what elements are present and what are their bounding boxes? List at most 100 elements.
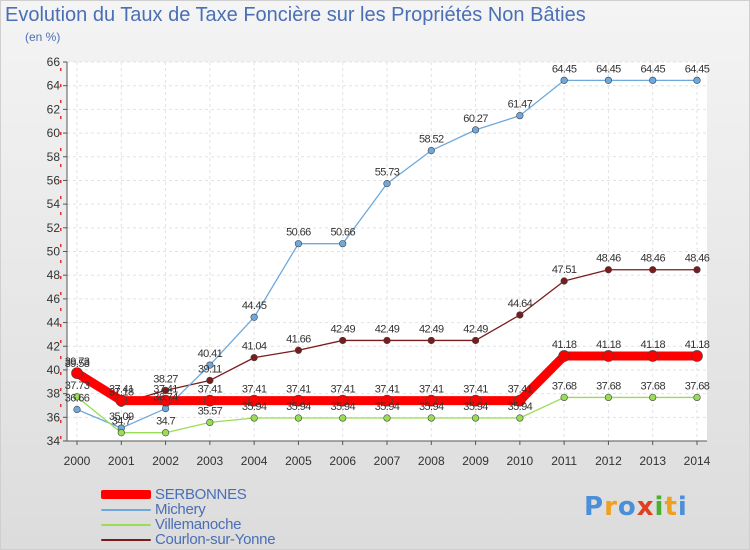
data-label: 64.45 [596,63,621,75]
data-label: 41.18 [596,339,621,351]
x-tick-label: 2008 [418,454,445,468]
axis-marker [60,276,62,279]
legend-item-michery: Michery [101,502,275,517]
x-tick-label: 2005 [285,454,312,468]
axis-marker [60,388,62,391]
logo-letter: P [584,492,605,522]
data-point [383,414,391,422]
data-point [339,414,347,422]
data-point [248,394,260,407]
proxiti-logo: Proxiti [584,492,688,522]
axis-marker [60,244,62,247]
y-tick-label: 58 [47,150,61,164]
data-point [691,350,703,362]
y-tick-label: 62 [47,102,61,116]
legend-label-villemanoche: Villemanoche [155,516,242,533]
y-tick-label: 60 [47,126,61,140]
data-label: 44.45 [242,300,267,312]
data-point [204,394,216,407]
axis-marker [60,148,62,151]
axis-marker [60,308,62,311]
data-label: 64.45 [685,63,710,75]
data-label: 35.94 [419,401,444,413]
data-label: 41.18 [552,339,577,351]
data-label: 37.41 [508,384,533,396]
data-label: 41.18 [640,339,665,351]
data-point [294,240,303,248]
data-label: 37.41 [286,384,311,396]
data-point [516,112,524,120]
data-label: 42.49 [463,323,488,335]
axis-marker [60,100,62,103]
axis-marker [60,372,62,375]
y-tick-label: 42 [47,339,61,353]
data-label: 37.68 [552,380,577,392]
data-label: 48.46 [685,253,710,265]
y-tick-label: 46 [47,292,61,306]
y-tick-label: 50 [47,245,61,259]
data-point [294,414,303,422]
logo-letter: x [636,492,655,522]
logo-letter: i [654,492,665,522]
data-point [693,76,701,84]
data-point [471,336,480,345]
data-label: 37.41 [198,384,223,396]
x-tick-label: 2006 [329,454,356,468]
data-label: 42.49 [375,323,400,335]
data-point [383,336,391,345]
x-tick-label: 2003 [197,454,224,468]
data-point [427,414,435,422]
data-label: 37.41 [153,384,178,396]
data-label: 37.41 [375,384,400,396]
axis-marker [60,228,62,231]
data-point [294,346,303,354]
data-point [516,311,524,319]
data-label: 35.57 [198,405,223,417]
axis-marker [60,356,62,359]
data-label: 47.51 [552,264,577,276]
data-label: 35.94 [508,401,533,413]
data-point [427,336,435,345]
data-label: 37.41 [242,384,267,396]
logo-letter: r [604,492,618,522]
axis-marker [60,260,62,263]
data-label: 39.58 [65,358,90,370]
y-tick-label: 40 [47,363,61,377]
axis-marker [60,180,62,183]
data-label: 37.41 [419,384,444,396]
axis-marker [60,132,62,135]
data-point [516,414,524,422]
data-point [693,393,701,402]
y-tick-label: 44 [47,316,61,330]
data-point [471,126,480,134]
y-tick-label: 36 [47,410,61,424]
data-point [602,350,615,362]
legend-item-courlon: Courlon-sur-Yonne [101,532,276,547]
line-chart: 34 36 38 40 42 44 46 48 50 52 54 56 58 60 62 64 66 2000 20… [47,55,711,468]
data-point [514,394,526,407]
logo-letter: o [617,492,637,522]
data-label: 36.66 [65,392,90,404]
data-point [469,394,482,407]
y-tick-label: 64 [47,79,61,93]
axis-marker [60,324,62,327]
x-tick-label: 2009 [462,454,489,468]
data-point [73,405,81,414]
y-tick-label: 38 [47,387,61,401]
data-point [693,266,701,274]
data-label: 37.73 [65,380,90,392]
x-tick-label: 2002 [152,454,179,468]
data-point [560,277,568,285]
data-label: 35.09 [109,411,134,423]
axis-marker [60,68,62,71]
x-tick-label: 2013 [639,454,666,468]
axis-marker [60,116,62,119]
data-label: 37.68 [640,380,665,392]
x-tick-label: 2010 [507,454,534,468]
axis-marker [60,292,62,295]
x-tick-label: 2001 [108,454,135,468]
data-label: 37.18 [109,386,134,398]
data-label: 48.46 [596,253,621,265]
data-point [560,76,568,84]
